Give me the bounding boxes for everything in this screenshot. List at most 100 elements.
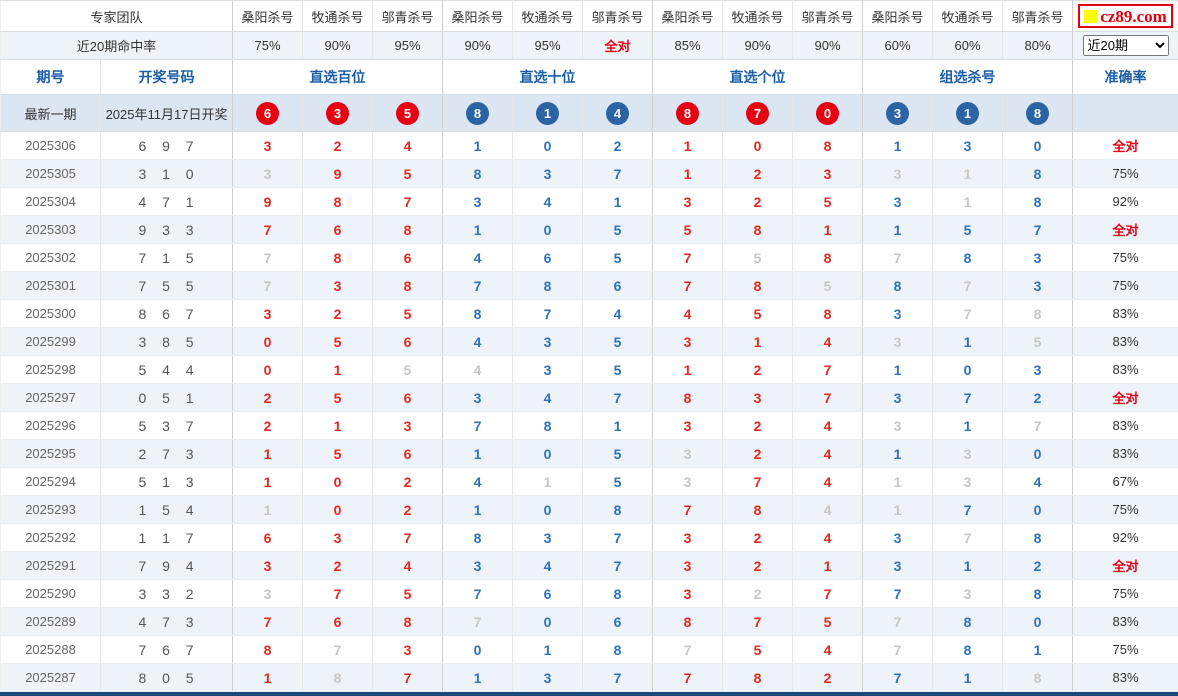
- kill-number-cell: 1: [443, 664, 513, 692]
- cz89-logo[interactable]: cz89.com: [1078, 4, 1173, 28]
- latest-number-circle: 1: [956, 102, 979, 125]
- kill-number-cell: 0: [303, 468, 373, 496]
- kill-number-cell: 7: [933, 524, 1003, 552]
- hit-rate-value: 90%: [443, 32, 513, 60]
- kill-number-cell: 2: [1003, 552, 1073, 580]
- kill-number-cell: 7: [233, 244, 303, 272]
- kill-number-cell: 1: [233, 664, 303, 692]
- drawn-numbers-cell: 5 4 4: [101, 356, 233, 384]
- kill-number-cell: 4: [513, 384, 583, 412]
- column-header-row: 期号 开奖号码 直选百位 直选十位 直选个位 组选杀号 准确率: [1, 60, 1178, 95]
- kill-number-cell: 8: [933, 608, 1003, 636]
- kill-number-cell: 7: [933, 496, 1003, 524]
- kill-number-cell: 3: [933, 468, 1003, 496]
- kill-number-cell: 3: [233, 132, 303, 160]
- kill-number-cell: 4: [513, 188, 583, 216]
- kill-number-cell: 3: [303, 524, 373, 552]
- kill-number-cell: 1: [863, 356, 933, 384]
- kill-number-cell: 2: [723, 552, 793, 580]
- latest-number-circle: 8: [466, 102, 489, 125]
- accuracy-cell: 全对: [1073, 132, 1178, 160]
- kill-number-cell: 7: [303, 580, 373, 608]
- kill-number-cell: 7: [583, 664, 653, 692]
- kill-number-cell: 5: [653, 216, 723, 244]
- accuracy-cell: 67%: [1073, 468, 1178, 496]
- kill-number-cell: 3: [513, 524, 583, 552]
- kill-number-cell: 5: [303, 328, 373, 356]
- kill-number-cell: 3: [443, 188, 513, 216]
- kill-number-cell: 3: [863, 524, 933, 552]
- kill-number-cell: 6: [233, 524, 303, 552]
- kill-number-cell: 2: [233, 412, 303, 440]
- kill-number-cell: 8: [373, 216, 443, 244]
- kill-number-cell: 1: [863, 496, 933, 524]
- kill-number-cell: 8: [793, 300, 863, 328]
- kill-number-cell: 3: [443, 552, 513, 580]
- kill-number-cell: 7: [583, 384, 653, 412]
- accuracy-cell: 92%: [1073, 524, 1178, 552]
- kill-number-cell: 8: [373, 608, 443, 636]
- kill-number-cell: 7: [373, 664, 443, 692]
- kill-number-cell: 3: [233, 160, 303, 188]
- kill-number-cell: 4: [653, 300, 723, 328]
- drawn-numbers-cell: 2 7 3: [101, 440, 233, 468]
- kill-number-cell: 0: [513, 608, 583, 636]
- kill-number-cell: 1: [583, 188, 653, 216]
- kill-number-cell: 8: [653, 384, 723, 412]
- period-cell: 2025289: [1, 608, 101, 636]
- brand-logo-cell: cz89.com: [1073, 1, 1178, 32]
- kill-number-cell: 0: [933, 356, 1003, 384]
- col-header-drawn: 开奖号码: [101, 60, 233, 95]
- hit-rate-value: 90%: [723, 32, 793, 60]
- expert-name: 邬青杀号: [583, 1, 653, 32]
- hit-rate-value: 90%: [793, 32, 863, 60]
- kill-number-cell: 1: [933, 664, 1003, 692]
- kill-number-cell: 4: [443, 244, 513, 272]
- period-cell: 2025295: [1, 440, 101, 468]
- kill-number-cell: 3: [513, 160, 583, 188]
- drawn-numbers-cell: 1 1 7: [101, 524, 233, 552]
- kill-number-cell: 3: [933, 132, 1003, 160]
- kill-number-cell: 4: [373, 552, 443, 580]
- kill-number-cell: 6: [373, 244, 443, 272]
- drawn-numbers-cell: 9 3 3: [101, 216, 233, 244]
- kill-number-cell: 7: [933, 272, 1003, 300]
- kill-number-cell: 2: [723, 580, 793, 608]
- kill-number-cell: 7: [513, 300, 583, 328]
- kill-number-cell: 2: [723, 356, 793, 384]
- kill-number-cell: 4: [443, 328, 513, 356]
- period-cell: 2025290: [1, 580, 101, 608]
- period-range-select[interactable]: 近20期: [1083, 35, 1169, 56]
- latest-number-cell: 3: [303, 95, 373, 132]
- col-header-period: 期号: [1, 60, 101, 95]
- kill-number-cell: 0: [1003, 440, 1073, 468]
- kill-number-cell: 1: [863, 216, 933, 244]
- kill-number-cell: 1: [443, 496, 513, 524]
- kill-number-cell: 1: [233, 496, 303, 524]
- kill-number-cell: 7: [933, 384, 1003, 412]
- kill-number-cell: 8: [793, 244, 863, 272]
- kill-number-cell: 3: [933, 440, 1003, 468]
- latest-number-circle: 7: [746, 102, 769, 125]
- kill-number-cell: 8: [863, 272, 933, 300]
- period-cell: 2025305: [1, 160, 101, 188]
- kill-number-cell: 1: [443, 132, 513, 160]
- kill-number-cell: 3: [863, 384, 933, 412]
- kill-number-cell: 4: [1003, 468, 1073, 496]
- kill-number-cell: 3: [653, 468, 723, 496]
- kill-number-cell: 0: [1003, 496, 1073, 524]
- accuracy-cell: 83%: [1073, 608, 1178, 636]
- expert-name: 邬青杀号: [373, 1, 443, 32]
- kill-number-cell: 8: [303, 188, 373, 216]
- bottom-bar: [0, 692, 1178, 696]
- kill-number-cell: 7: [1003, 412, 1073, 440]
- kill-number-cell: 3: [1003, 356, 1073, 384]
